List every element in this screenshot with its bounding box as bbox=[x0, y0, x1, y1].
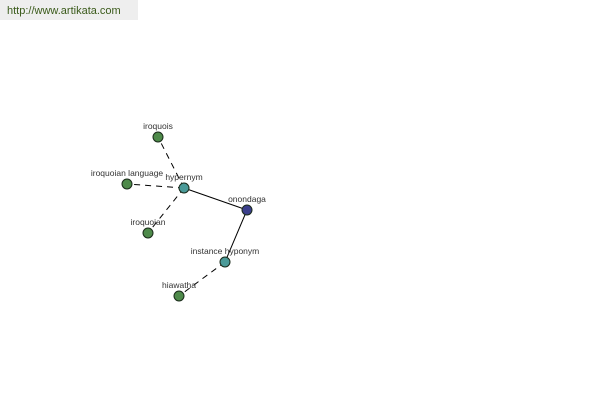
node-onondaga[interactable] bbox=[241, 204, 253, 216]
node-hiawatha[interactable] bbox=[173, 290, 185, 302]
edge-hypernym-iroquoian bbox=[147, 187, 185, 234]
node-label-iroquois: iroquois bbox=[143, 121, 173, 131]
node-iroquois[interactable] bbox=[152, 131, 164, 143]
watermark-bar: http://www.artikata.com bbox=[0, 0, 138, 20]
node-label-onondaga: onondaga bbox=[228, 194, 266, 204]
node-iroquoian[interactable] bbox=[142, 227, 154, 239]
edge-instance-hyponym-hiawatha bbox=[178, 261, 226, 297]
node-label-hypernym: hypernym bbox=[165, 172, 202, 182]
edge-onondaga-instance-hyponym bbox=[224, 209, 248, 263]
node-hypernym[interactable] bbox=[178, 182, 190, 194]
edge-onondaga-hypernym bbox=[183, 187, 248, 211]
node-label-instance-hyponym: instance hyponym bbox=[191, 246, 260, 256]
edge-hypernym-iroquois bbox=[157, 136, 185, 189]
node-iroquoian-language[interactable] bbox=[121, 178, 133, 190]
edge-hypernym-iroquoian-language bbox=[126, 183, 185, 189]
node-label-hiawatha: hiawatha bbox=[162, 280, 196, 290]
node-label-iroquoian: iroquoian bbox=[131, 217, 166, 227]
watermark-url[interactable]: http://www.artikata.com bbox=[7, 5, 121, 17]
node-instance-hyponym[interactable] bbox=[219, 256, 231, 268]
node-label-iroquoian-language: iroquoian language bbox=[91, 168, 164, 178]
